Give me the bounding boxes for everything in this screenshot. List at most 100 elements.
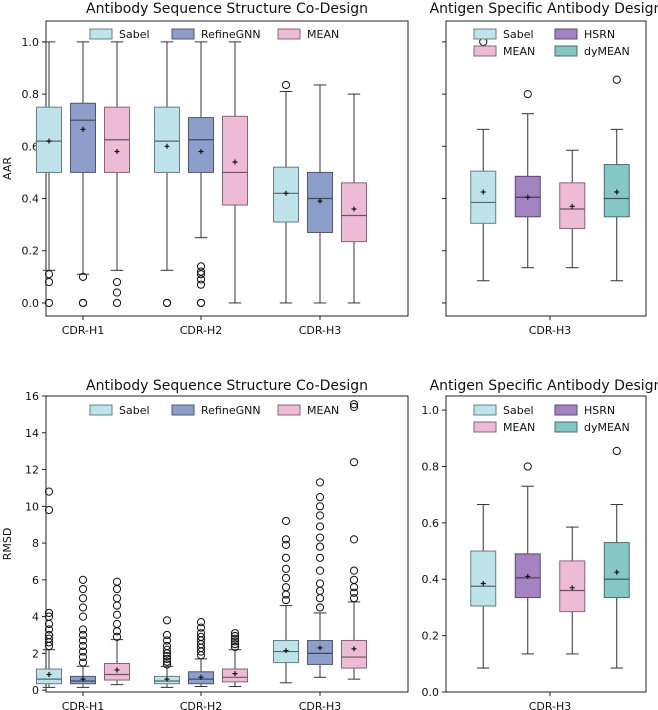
rmsd-main-sabel-cdr-h2-flier	[162, 652, 172, 661]
aar-main-ytick-label: 0.4	[22, 193, 40, 206]
aar-main-refinegnn-cdr-h2-flier	[196, 280, 206, 289]
aar-main-ytick-label: 0.8	[22, 88, 40, 101]
rmsd-main-ytick-label: 4	[32, 611, 39, 624]
rmsd-main-refinegnn-cdr-h1-mean-marker	[80, 676, 86, 682]
rmsd-main-sabel-cdr-h2-flier	[162, 630, 172, 640]
aar-main-legend-label-sabel: Sabel	[119, 28, 150, 41]
rmsd-main-mean-cdr-h3-box	[341, 640, 367, 669]
aar-main-refinegnn-cdr-h2-box	[188, 117, 214, 173]
rmsd-main-mean-cdr-h3-flier	[349, 588, 359, 597]
aar-antigen-legend-swatch-dymean	[554, 45, 578, 57]
rmsd-main-refinegnn-cdr-h1-flier	[78, 594, 88, 603]
aar-main-mean-cdr-h3-box	[341, 182, 367, 243]
aar-antigen-legend-label-mean: MEAN	[503, 45, 535, 58]
rmsd-antigen-legend-swatch-hsrn	[554, 404, 578, 416]
rmsd-main-refinegnn-cdr-h1-flier	[78, 625, 88, 634]
aar-main-sabel-cdr-h1-flier	[44, 277, 54, 287]
rmsd-main-refinegnn-cdr-h1-flier	[78, 636, 88, 645]
rmsd-main-mean-cdr-h1-mean-marker	[114, 667, 120, 673]
rmsd-main-mean-cdr-h3-flier	[349, 594, 359, 603]
rmsd-antigen-legend-label-hsrn: HSRN	[584, 404, 615, 417]
rmsd-antigen-ytick-label: 0.0	[422, 686, 440, 699]
aar-main-xtick-label: CDR-H3	[299, 324, 342, 337]
rmsd-main-mean-cdr-h1-flier	[112, 584, 122, 594]
rmsd-main-ytick-label: 8	[32, 537, 39, 550]
rmsd-antigen-legend-label-mean: MEAN	[503, 421, 535, 434]
aar-antigen-legend-label-dymean: dyMEAN	[584, 45, 630, 58]
rmsd-antigen-legend-swatch-sabel	[473, 404, 497, 416]
rmsd-main-refinegnn-cdr-h3-flier	[315, 603, 325, 612]
rmsd-main-mean-cdr-h2-mean-marker	[232, 671, 238, 677]
aar-antigen-legend-label-hsrn: HSRN	[584, 28, 615, 41]
rmsd-main-mean-cdr-h2-flier	[230, 629, 240, 638]
rmsd-main-refinegnn-cdr-h3-flier	[315, 522, 325, 531]
aar-main-sabel-cdr-h2-box	[154, 106, 180, 173]
rmsd-main-refinegnn-cdr-h1-flier	[78, 575, 88, 584]
rmsd-main-legend-label-sabel: Sabel	[119, 404, 150, 417]
rmsd-main-mean-cdr-h1-flier	[112, 627, 122, 636]
rmsd-antigen-ytick-label: 1.0	[422, 404, 440, 417]
rmsd-main-mean-cdr-h1-flier	[112, 577, 122, 586]
rmsd-main-ytick-label: 14	[25, 427, 39, 440]
aar-main-mean-cdr-h1-flier	[112, 288, 122, 297]
rmsd-main-sabel-cdr-h2-flier	[162, 641, 172, 651]
rmsd-main-mean-cdr-h3-flier	[349, 535, 359, 544]
rmsd-main-sabel-cdr-h1-flier	[44, 505, 54, 515]
aar-antigen-sabel-cdr-h3-mean-marker	[480, 189, 486, 195]
aar-antigen-mean-cdr-h3-mean-marker	[569, 203, 575, 209]
rmsd-main-refinegnn-cdr-h1-flier	[78, 641, 88, 651]
rmsd-main-legend-swatch-refinegnn	[171, 404, 195, 416]
rmsd-antigen-ytick-label: 0.2	[422, 630, 440, 643]
rmsd-main-mean-cdr-h2-flier	[230, 634, 240, 643]
aar-antigen-legend-swatch-hsrn	[554, 28, 578, 40]
aar-main-refinegnn-cdr-h2-flier	[196, 262, 206, 271]
rmsd-main-ytick-label: 10	[25, 500, 39, 513]
rmsd-main-sabel-cdr-h3-flier	[281, 553, 291, 562]
aar-main-xtick-label: CDR-H1	[62, 324, 105, 337]
aar-antigen-panel: Antigen Specific Antibody Design CDR-H3 S…	[430, 1, 658, 337]
rmsd-main-refinegnn-cdr-h3-flier	[315, 553, 325, 562]
rmsd-main-xtick-label: CDR-H1	[62, 700, 105, 710]
rmsd-main-refinegnn-cdr-h3-flier	[315, 594, 325, 603]
aar-main-refinegnn-cdr-h2-flier	[196, 275, 206, 284]
aar-main-mean-cdr-h1-mean-marker	[114, 149, 120, 155]
rmsd-main-refinegnn-cdr-h3-flier	[315, 502, 325, 511]
aar-antigen-legend-swatch-mean	[473, 45, 497, 57]
rmsd-main-mean-cdr-h3-flier	[349, 402, 359, 412]
rmsd-antigen-axes-frame	[445, 395, 647, 693]
rmsd-antigen-sabel-cdr-h3-mean-marker	[480, 580, 486, 586]
aar-main-sabel-cdr-h1-flier	[44, 298, 54, 308]
aar-main-refinegnn-cdr-h3-mean-marker	[317, 198, 323, 204]
rmsd-main-xtick-label: CDR-H3	[299, 700, 342, 710]
rmsd-main-refinegnn-cdr-h3-flier	[315, 478, 325, 487]
aar-main-legend: Sabel RefineGNN MEAN	[89, 28, 339, 41]
rmsd-main-refinegnn-cdr-h1-flier	[78, 584, 88, 594]
aar-main-refinegnn-cdr-h1-flier	[78, 272, 88, 281]
rmsd-main-legend-label-mean: MEAN	[307, 404, 339, 417]
rmsd-main-sabel-cdr-h2-flier	[162, 616, 172, 625]
aar-main-mean-cdr-h2-mean-marker	[232, 159, 238, 165]
rmsd-main-mean-cdr-h1-flier	[112, 632, 122, 641]
rmsd-main-sabel-cdr-h2-flier	[162, 645, 172, 654]
rmsd-main-refinegnn-cdr-h3-flier	[315, 493, 325, 502]
rmsd-main-sabel-cdr-h1-flier	[44, 634, 54, 643]
rmsd-main-legend-label-refinegnn: RefineGNN	[201, 404, 261, 417]
aar-main-legend-swatch-sabel	[89, 28, 113, 40]
aar-main-legend-label-mean: MEAN	[307, 28, 339, 41]
rmsd-main-refinegnn-cdr-h3-flier	[315, 579, 325, 588]
rmsd-main-refinegnn-cdr-h1-flier	[78, 612, 88, 621]
rmsd-main-mean-cdr-h1-flier	[112, 610, 122, 619]
rmsd-main-sabel-cdr-h2-flier	[162, 657, 172, 666]
rmsd-main-sabel-cdr-h1-mean-marker	[46, 672, 52, 678]
rmsd-main-refinegnn-cdr-h3-flier	[315, 533, 325, 542]
aar-antigen-hsrn-cdr-h3-mean-marker	[525, 194, 531, 200]
aar-main-refinegnn-cdr-h1-box	[70, 102, 96, 173]
rmsd-main-ytick-label: 12	[25, 464, 39, 477]
aar-antigen-sabel-cdr-h3-box	[470, 170, 497, 224]
rmsd-antigen-panel: Antigen Specific Antibody Design 0.0 0.2 0…	[422, 378, 658, 710]
rmsd-antigen-mean-cdr-h3-mean-marker	[569, 585, 575, 591]
rmsd-main-axes-frame	[45, 395, 409, 693]
aar-main-mean-cdr-h1-flier	[112, 277, 122, 287]
rmsd-main-mean-cdr-h3-flier	[349, 566, 359, 575]
